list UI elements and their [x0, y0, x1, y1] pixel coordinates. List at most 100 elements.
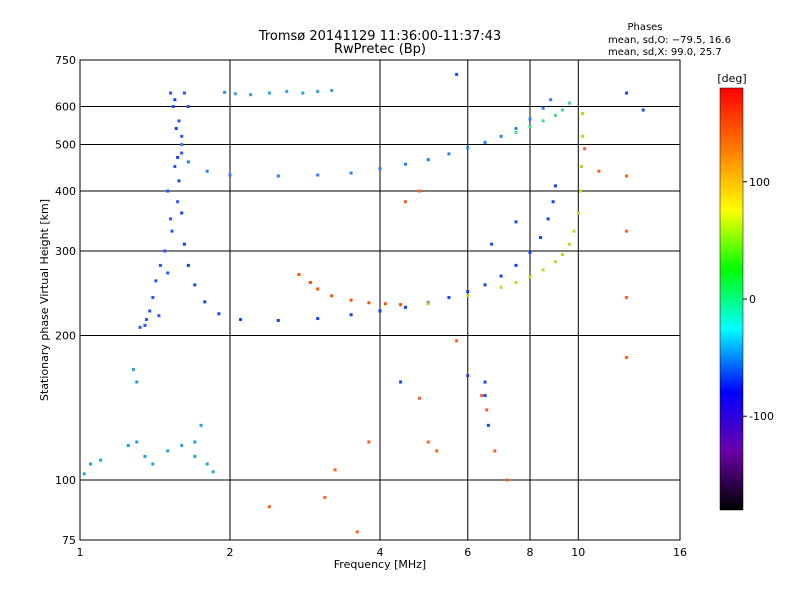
y-tick-label: 600 — [55, 101, 76, 114]
data-point — [403, 305, 407, 309]
data-point — [378, 309, 382, 313]
data-point — [217, 312, 221, 316]
data-point — [514, 220, 518, 224]
x-axis-ticks: 1 2 4 6 8 10 16 — [77, 546, 688, 559]
data-point — [541, 268, 545, 272]
data-point — [578, 189, 582, 193]
data-point — [82, 472, 86, 476]
data-point — [166, 449, 170, 453]
data-point — [316, 317, 320, 321]
data-point — [572, 229, 576, 233]
data-point — [169, 91, 173, 95]
colorbar-tick-label: 0 — [749, 293, 756, 306]
data-points — [82, 72, 645, 534]
data-point — [499, 285, 503, 289]
data-point — [211, 470, 215, 474]
data-point — [641, 108, 645, 112]
colorbar-ticks: 100 0 -100 — [743, 176, 774, 423]
data-point — [466, 146, 470, 150]
data-point — [333, 468, 337, 472]
data-point — [239, 317, 243, 321]
colorbar-tick-label: 100 — [749, 176, 770, 189]
data-point — [553, 184, 557, 188]
data-point — [349, 171, 353, 175]
data-point — [403, 200, 407, 204]
data-point — [203, 300, 207, 304]
data-point — [223, 90, 227, 94]
data-point — [625, 229, 629, 233]
data-point — [383, 302, 387, 306]
data-point — [490, 242, 494, 246]
x-tick-label: 2 — [227, 546, 234, 559]
data-point — [193, 454, 197, 458]
data-point — [581, 134, 585, 138]
colorbar — [719, 87, 744, 511]
data-point — [455, 72, 459, 76]
data-point — [355, 530, 359, 534]
data-point — [330, 88, 334, 92]
y-axis-label: Stationary phase Virtual Height [km] — [38, 199, 51, 401]
stats-line-x: mean, sd,X: 99.0, 25.7 — [608, 47, 722, 58]
data-point — [267, 91, 271, 95]
data-point — [378, 167, 382, 171]
data-point — [483, 394, 487, 398]
data-point — [249, 93, 253, 97]
data-point — [143, 454, 147, 458]
data-point — [546, 217, 550, 221]
data-point — [349, 313, 353, 317]
data-point — [399, 380, 403, 384]
data-point — [138, 325, 142, 329]
chart-title: Tromsø 20141129 11:36:00-11:37:43 — [258, 29, 501, 44]
data-point — [182, 242, 186, 246]
data-point — [581, 112, 585, 116]
data-point — [528, 117, 532, 121]
data-point — [176, 200, 180, 204]
y-tick-label: 100 — [55, 474, 76, 487]
y-tick-label: 75 — [62, 534, 76, 547]
data-point — [583, 147, 587, 151]
data-point — [597, 169, 601, 173]
data-point — [539, 236, 543, 240]
data-point — [135, 440, 139, 444]
data-point — [561, 108, 565, 112]
x-tick-label: 8 — [527, 546, 534, 559]
data-point — [483, 380, 487, 384]
data-point — [483, 140, 487, 144]
data-point — [166, 271, 170, 275]
data-point — [169, 217, 173, 221]
data-point — [126, 444, 130, 448]
data-point — [549, 98, 553, 102]
data-point — [151, 296, 155, 300]
data-point — [316, 89, 320, 93]
data-point — [316, 173, 320, 177]
data-point — [480, 394, 484, 398]
data-point — [301, 91, 305, 95]
x-tick-label: 16 — [673, 546, 687, 559]
data-point — [180, 444, 184, 448]
data-point — [205, 462, 209, 466]
y-axis-ticks: 75 100 200 300 400 500 600 750 — [55, 54, 76, 547]
data-point — [267, 505, 271, 509]
data-point — [514, 263, 518, 267]
data-point — [228, 173, 232, 177]
x-tick-label: 6 — [464, 546, 471, 559]
y-tick-label: 750 — [55, 54, 76, 67]
data-point — [99, 458, 103, 462]
data-point — [158, 263, 162, 267]
data-point — [561, 253, 565, 257]
data-point — [541, 119, 545, 123]
data-point — [180, 143, 184, 147]
data-point — [180, 151, 184, 155]
stats-heading: Phases — [627, 22, 662, 33]
data-point — [528, 275, 532, 279]
data-point — [145, 317, 149, 321]
data-point — [182, 91, 186, 95]
y-tick-label: 500 — [55, 139, 76, 152]
data-point — [330, 294, 334, 298]
data-point — [625, 91, 629, 95]
data-point — [426, 302, 430, 306]
data-point — [528, 125, 532, 129]
data-point — [171, 105, 175, 109]
data-point — [177, 119, 181, 123]
